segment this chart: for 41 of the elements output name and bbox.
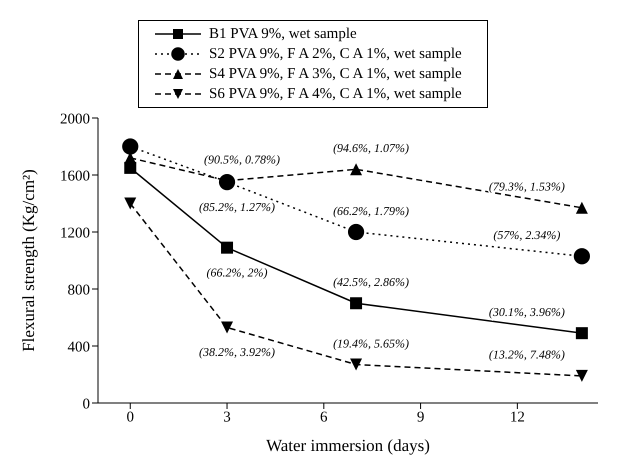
- x-tick-label: 0: [126, 410, 134, 426]
- annotation: (94.6%, 1.07%): [333, 141, 410, 156]
- x-tick-label: 9: [416, 410, 424, 426]
- y-tick-label: 1200: [60, 225, 90, 242]
- annotation: (66.2%, 1.79%): [333, 204, 410, 218]
- annotation: (30.1%, 3.96%): [488, 304, 565, 319]
- annotation: (19.4%, 5.65%): [333, 336, 410, 350]
- y-tick-label: 800: [68, 282, 90, 298]
- y-tick-label: 1600: [60, 168, 90, 184]
- point: [576, 327, 588, 340]
- y-tick-label: 0: [82, 396, 90, 412]
- legend-label: B1 PVA 9%, wet sample: [209, 26, 357, 42]
- point: [221, 242, 234, 254]
- annotation: (13.2%, 7.48%): [488, 348, 565, 362]
- point: [350, 358, 362, 371]
- point: [576, 202, 588, 214]
- y-tick-label: 400: [68, 339, 90, 356]
- y-axis-title: Flexural strength (Kg/cm²): [19, 169, 38, 352]
- annotation: (90.5%, 0.78%): [204, 152, 280, 166]
- point: [122, 138, 138, 155]
- annotation: (38.2%, 3.92%): [199, 345, 276, 360]
- annotation: (57%, 2.34%): [493, 228, 560, 242]
- point: [124, 198, 136, 210]
- annotation: (85.2%, 1.27%): [199, 200, 276, 214]
- legend-label: S2 PVA 9%, F A 2%, C A 1%, wet sample: [209, 46, 462, 62]
- x-axis-title: Water immersion (days): [266, 436, 430, 455]
- y-tick-label: 2000: [60, 111, 90, 128]
- point: [348, 224, 364, 240]
- annotation: (42.5%, 2.86%): [333, 275, 410, 289]
- x-tick-label: 12: [510, 410, 525, 426]
- point: [350, 297, 362, 310]
- x-tick-label: 3: [223, 410, 231, 426]
- annotation: (66.2%, 2%): [206, 265, 268, 280]
- legend-label: S4 PVA 9%, F A 3%, C A 1%, wet sample: [209, 66, 462, 82]
- legend-label: S6 PVA 9%, F A 4%, C A 1%, wet sample: [209, 86, 462, 102]
- x-tick-label: 6: [320, 410, 328, 426]
- annotation: (79.3%, 1.53%): [488, 180, 565, 194]
- point: [576, 370, 588, 382]
- point: [350, 163, 362, 176]
- point: [221, 321, 234, 334]
- point: [574, 248, 590, 264]
